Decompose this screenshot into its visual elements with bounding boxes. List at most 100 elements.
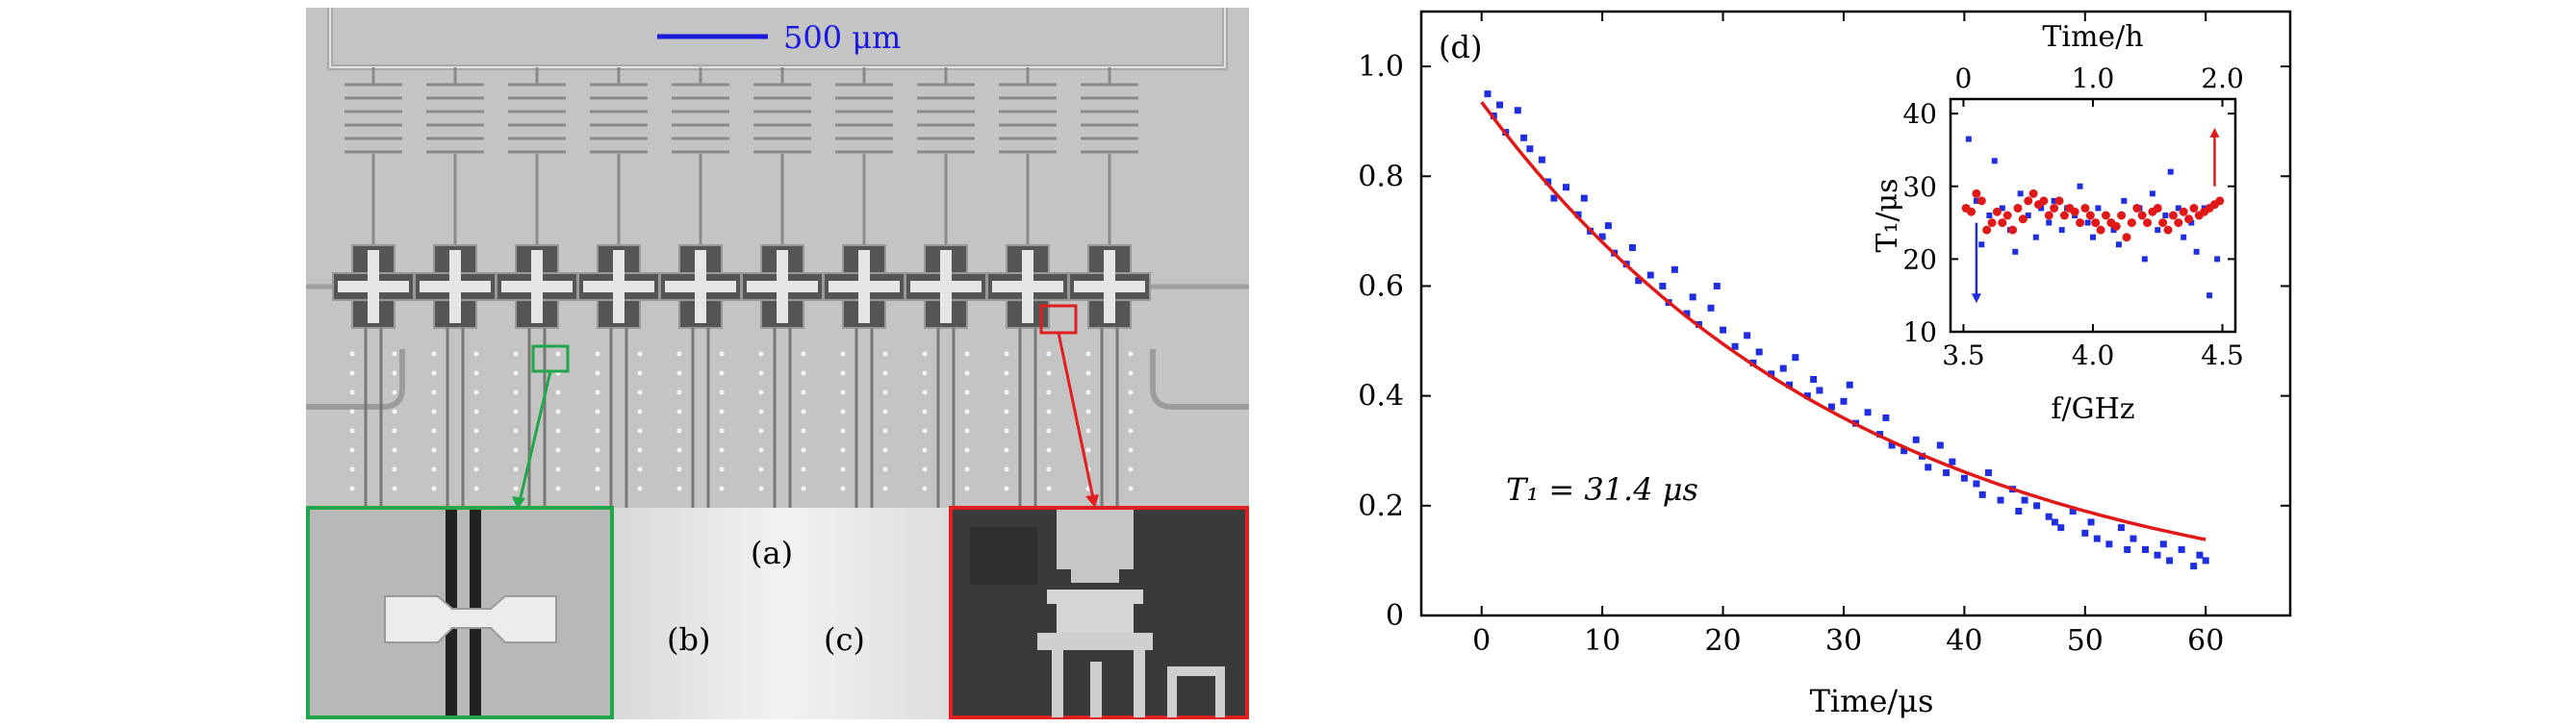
data-point: [2033, 502, 2041, 510]
data-point: [2081, 529, 2089, 537]
inset-blue-point: [2077, 183, 2083, 189]
x-tick-label: 20: [1704, 624, 1741, 658]
qubit: [332, 67, 415, 508]
data-point: [1731, 342, 1739, 350]
inset-arrow-red-head: [2209, 127, 2220, 138]
inset-red-point: [2143, 218, 2153, 228]
data-point: [1526, 145, 1534, 153]
inset-red-point: [1992, 207, 2002, 216]
data-point: [2178, 545, 2185, 553]
data-point: [1580, 194, 1588, 202]
inset-x-tick-label: 3.5: [1942, 339, 1985, 371]
inset-red-point: [2076, 218, 2085, 228]
inset-b-junction-green: [306, 506, 614, 719]
data-point: [1550, 194, 1558, 202]
data-point: [2190, 563, 2198, 570]
inset-blue-point: [2058, 227, 2065, 234]
data-point: [1538, 156, 1545, 163]
inset-red-point: [1982, 225, 1992, 235]
data-point: [1635, 277, 1643, 285]
inset-red-point: [2054, 196, 2064, 206]
inset-red-point: [2158, 218, 2168, 228]
scale-bar-label: 500 μm: [783, 19, 901, 56]
inset-red-point: [2111, 221, 2121, 231]
qubit: [659, 67, 742, 508]
y-tick-label: 0.2: [1358, 490, 1404, 523]
data-point: [1984, 469, 1992, 477]
inset-blue-point: [2046, 219, 2053, 226]
data-point: [1943, 469, 1951, 477]
inset-y-tick-label: 30: [1902, 171, 1937, 203]
inset-red-point: [2085, 211, 2095, 220]
inset-blue-point: [2121, 197, 2128, 204]
inset-red-point: [2101, 211, 2110, 220]
data-point: [1925, 464, 1932, 471]
data-point: [1912, 436, 1920, 443]
inset-red-point: [1977, 196, 1986, 206]
data-point: [1563, 184, 1569, 191]
data-point: [2051, 518, 2058, 526]
data-point: [1936, 441, 1944, 449]
data-point: [1827, 403, 1835, 411]
inset-blue-point: [2206, 292, 2213, 299]
data-point: [1960, 474, 1968, 482]
panel-label-b: (b): [667, 621, 710, 658]
qubit: [414, 67, 497, 508]
data-point: [1803, 392, 1811, 400]
data-point: [1520, 134, 1528, 141]
panel-label-a: (a): [751, 535, 793, 571]
inset-blue-point: [2141, 256, 2148, 263]
inset-red-point: [2096, 225, 2105, 235]
y-tick-label: 1.0: [1358, 50, 1404, 84]
data-point: [2154, 551, 2161, 559]
inset-red-point: [2091, 218, 2101, 228]
x-tick-label: 10: [1584, 624, 1620, 658]
panel-label-d: (d): [1439, 29, 1482, 65]
inset-blue-point: [1986, 213, 1993, 218]
data-point: [1544, 178, 1552, 186]
data-point: [1779, 364, 1787, 372]
data-point: [2202, 557, 2209, 565]
main-plot-area: 0 10 20 30 40 50 60 0 0.2 0.4 0.6 0.8 1.0: [1358, 10, 2292, 658]
data-point: [2069, 508, 2077, 515]
data-point: [1514, 107, 1521, 114]
x-tick-label: 0: [1472, 624, 1491, 658]
inset-blue-point: [2175, 205, 2181, 212]
y-tick-label: 0.6: [1358, 269, 1404, 303]
data-point: [1689, 293, 1696, 301]
inset-blue-point: [2090, 234, 2096, 240]
data-point: [2087, 518, 2095, 526]
x-tick-label: 40: [1946, 624, 1982, 658]
data-point: [1659, 282, 1667, 289]
inset-red-point: [2018, 214, 2028, 224]
inset-blue-point: [2181, 234, 2187, 240]
qubit-array: [332, 67, 1151, 508]
data-point: [1628, 243, 1636, 251]
qubit: [741, 67, 824, 508]
qubit: [1068, 67, 1151, 508]
inset-blue-point: [1991, 158, 1998, 164]
data-point: [1840, 397, 1848, 405]
inset-x-tick-label: 4.5: [2201, 339, 2244, 371]
inset-red-point: [2117, 211, 2127, 220]
inset-x-tick-label: 4.0: [2072, 339, 2115, 371]
inset-top-axis-label: Time/h: [2042, 20, 2143, 54]
qubit: [905, 67, 987, 508]
data-point: [1720, 326, 1727, 334]
inset-red-point: [2189, 203, 2199, 213]
data-point: [1888, 441, 1896, 449]
inset-red-point: [1967, 207, 1977, 216]
inset-top-tick-label: 0: [1955, 63, 1973, 94]
inset-blue-point: [2188, 219, 2195, 226]
inset-top-tick-label: 2.0: [2201, 63, 2244, 94]
data-point: [1574, 211, 1582, 218]
inset-red-point: [2039, 196, 2049, 206]
data-point: [1846, 381, 1853, 389]
inset-plot-area: 3.5 4.0 4.5 0 1.0 2.0 10 20 30 40: [1902, 63, 2243, 371]
inset-red-point: [2174, 218, 2183, 228]
y-tick-label: 0: [1386, 599, 1404, 633]
chip-micrograph-panel: 500 μm (a) (b) (c): [306, 8, 1249, 719]
data-point: [2130, 535, 2137, 542]
inset-blue-point: [2214, 256, 2221, 263]
micrograph-image: [306, 8, 1249, 719]
